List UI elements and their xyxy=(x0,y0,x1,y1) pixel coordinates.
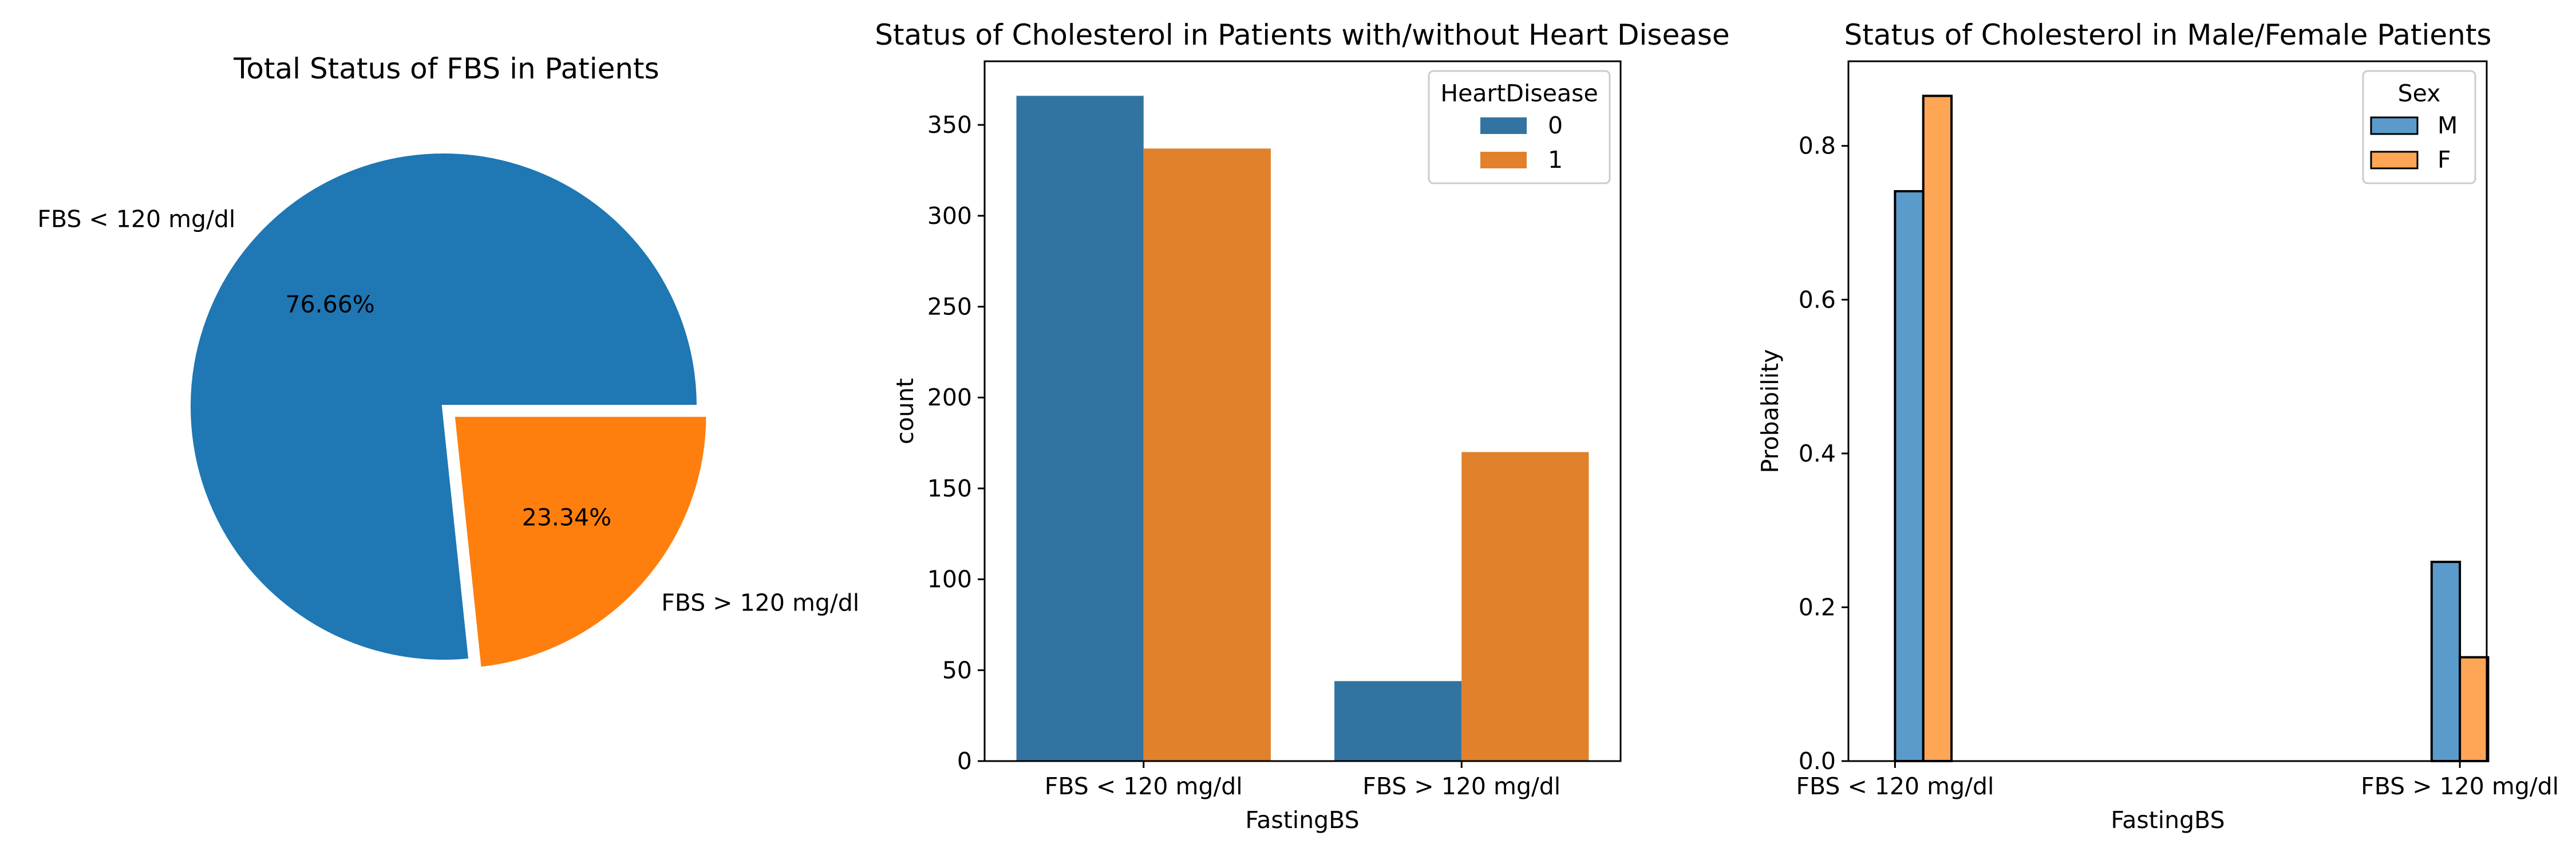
heart-bar-ytick-label-0: 0 xyxy=(957,747,972,775)
sex-hist-ytick-label-1: 0.2 xyxy=(1799,593,1836,621)
sex-hist-legend-title: Sex xyxy=(2398,80,2441,107)
sex-hist-y-label: Probability xyxy=(1756,349,1784,474)
pie-slice-1 xyxy=(451,413,710,671)
heart-bar-legend-swatch-1 xyxy=(1480,152,1527,168)
sex-hist-plot: 0.0 0.2 0.4 0.6 0.8 FBS < 120 mg/dl FBS > 120 … xyxy=(1796,94,2559,800)
heart-bar-ytick-label-2: 100 xyxy=(927,566,972,593)
pie-slice-0 xyxy=(187,150,701,663)
heart-bar-legend: HeartDisease 0 1 xyxy=(1428,70,1611,184)
sex-hist-ytick-label-2: 0.4 xyxy=(1799,440,1836,467)
heart-bar-ytick-label-4: 200 xyxy=(927,384,972,411)
sex-hist-legend-label-1: F xyxy=(2437,146,2451,174)
heart-bar-plot: 0 50 100 150 200 250 300 350 FBS < 120 mg/dl FBS … xyxy=(927,96,1589,800)
pie-category-label-0: FBS < 120 mg/dl xyxy=(37,205,235,233)
sex-hist-xtick-label-0: FBS < 120 mg/dl xyxy=(1796,773,1994,800)
sex-hist-legend: Sex M F xyxy=(2362,70,2476,184)
pie-pct-label-0: 76.66% xyxy=(285,290,374,318)
heart-bar-ytick-label-7: 350 xyxy=(927,111,972,139)
heart-bar-xtick-label-1: FBS > 120 mg/dl xyxy=(1362,773,1560,800)
sex-hist-xtick-label-1: FBS > 120 mg/dl xyxy=(2361,773,2559,800)
heart-bar-ytick-label-5: 250 xyxy=(927,293,972,320)
sex-hist-bar-F-1 xyxy=(2459,656,2490,762)
pie-labels: 76.66% FBS < 120 mg/dl 23.34% FBS > 120 mg/… xyxy=(37,205,859,616)
heart-bar-ytick-label-3: 150 xyxy=(927,475,972,502)
heart-bar-xtick-label-0: FBS < 120 mg/dl xyxy=(1045,773,1243,800)
sex-hist-ytick-label-0: 0.0 xyxy=(1799,747,1836,775)
pie-title: Total Status of FBS in Patients xyxy=(233,52,659,85)
sex-hist-legend-label-0: M xyxy=(2437,112,2458,139)
heart-bar-x-label: FastingBS xyxy=(1245,806,1359,834)
sex-hist-legend-swatch-1 xyxy=(2370,151,2419,170)
pie-pct-label-1: 23.34% xyxy=(522,504,611,531)
sex-histogram-panel: Status of Cholesterol in Male/Female Pat… xyxy=(1756,18,2559,834)
sex-hist-ytick-label-4: 0.8 xyxy=(1799,132,1836,160)
sex-hist-bar-M-1 xyxy=(2430,561,2462,762)
sex-hist-x-label: FastingBS xyxy=(2111,806,2225,834)
sex-hist-title: Status of Cholesterol in Male/Female Pat… xyxy=(1844,18,2492,52)
pie-panel: Total Status of FBS in Patients 76.66% FB… xyxy=(37,52,859,671)
sex-hist-legend-swatch-0 xyxy=(2370,116,2419,135)
heart-bar-1-1 xyxy=(1461,452,1589,761)
sex-hist-ytick-label-3: 0.6 xyxy=(1799,286,1836,313)
pie-slices xyxy=(187,150,710,671)
heart-bar-legend-swatch-0 xyxy=(1480,117,1527,134)
sex-hist-bar-F-0 xyxy=(1922,94,1953,762)
heart-bar-legend-label-0: 0 xyxy=(1548,112,1563,139)
heart-bar-ytick-label-1: 50 xyxy=(942,656,972,684)
heart-bar-legend-label-1: 1 xyxy=(1548,146,1563,174)
heart-bar-frame xyxy=(983,60,1622,762)
heart-bar-0-0 xyxy=(1016,96,1144,761)
heart-bar-ytick-label-6: 300 xyxy=(927,202,972,230)
heart-bar-1-0 xyxy=(1143,148,1271,761)
heart-disease-bar-panel: Status of Cholesterol in Patients with/w… xyxy=(875,18,1729,834)
pie-category-label-1: FBS > 120 mg/dl xyxy=(661,589,859,617)
heart-bar-0-1 xyxy=(1334,681,1462,761)
heart-bar-legend-title: HeartDisease xyxy=(1440,80,1598,107)
sex-hist-frame xyxy=(1847,60,2488,762)
heart-bar-title: Status of Cholesterol in Patients with/w… xyxy=(875,18,1729,52)
sex-hist-bar-M-0 xyxy=(1894,190,1925,762)
heart-bar-y-label: count xyxy=(891,378,919,444)
